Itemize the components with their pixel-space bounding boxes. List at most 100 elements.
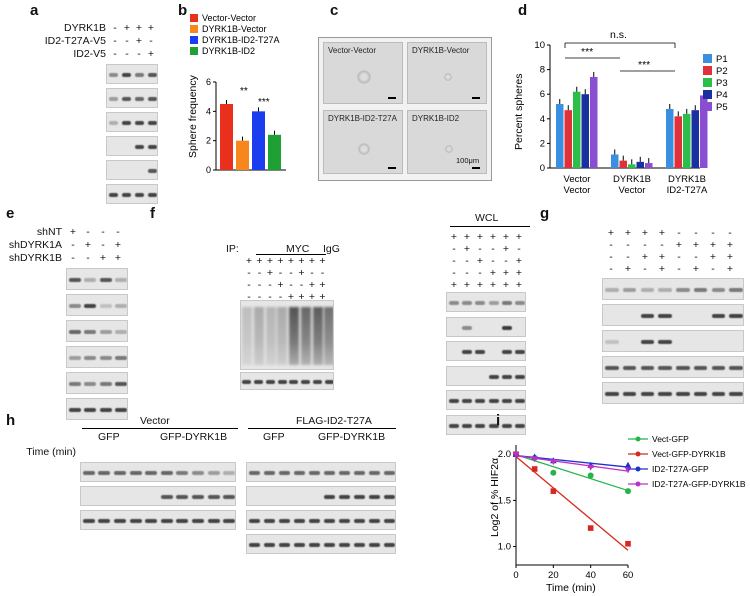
band (68, 304, 81, 308)
condition-mark: - (71, 239, 75, 251)
band (263, 519, 276, 523)
band (121, 73, 132, 77)
bars (556, 71, 708, 168)
legend: Vect-GFP Vect-GFP-DYRK1B ID2-T27A-GFP ID2-T… (628, 434, 746, 489)
category-label: DYRK1B Vector (613, 174, 651, 196)
band (114, 519, 126, 523)
condition-mark: - (677, 227, 681, 239)
blot-strip (66, 398, 128, 420)
band (640, 392, 655, 396)
axes: 0 20 40 60 1.0 1.5 2.0 (498, 445, 634, 581)
band (176, 495, 189, 499)
legend-item: DYRK1B-ID2 (190, 46, 255, 56)
micrograph-grid: Vector-Vector DYRK1B-Vector DYRK1B-ID2-T… (318, 37, 492, 181)
condition-mark: + (675, 239, 683, 251)
series (512, 450, 632, 551)
band (368, 495, 381, 499)
condition-label: shNT (36, 226, 62, 238)
legend-item: DYRK1B-Vector (190, 24, 267, 34)
condition-label: shDYRK1A (8, 239, 62, 251)
condition-mark: + (476, 231, 484, 243)
band (99, 382, 112, 386)
bar (619, 160, 627, 168)
sphere (444, 73, 452, 81)
blot-strip (66, 346, 128, 368)
band (176, 519, 189, 523)
condition-mark: + (463, 279, 471, 291)
band (515, 301, 525, 305)
bar (556, 104, 564, 168)
condition-mark: + (515, 279, 523, 291)
blot-strip (446, 316, 526, 337)
band (121, 97, 132, 101)
tick-label: 4 (206, 106, 211, 116)
y-axis-label: Percent spheres (513, 74, 525, 150)
wcl-label: WCL (475, 212, 499, 224)
blot-strip (446, 390, 526, 410)
legend-label: P4 (716, 90, 728, 101)
legend-swatch (190, 25, 198, 33)
band (115, 278, 127, 282)
condition-mark: - (465, 255, 469, 267)
condition-mark: + (298, 255, 305, 267)
band (383, 471, 395, 475)
condition-mark: + (489, 231, 497, 243)
condition-mark: + (450, 279, 458, 291)
tick-label: 6 (540, 89, 545, 100)
band (312, 380, 322, 384)
blot-strip (446, 365, 526, 386)
ip-myc-line (256, 254, 326, 255)
legend-marker (635, 481, 641, 487)
band (308, 519, 321, 523)
band (448, 423, 459, 428)
band (622, 366, 637, 370)
band (353, 543, 366, 547)
scale-bar (388, 167, 396, 169)
condition-mark: - (452, 267, 456, 279)
condition-mark: - (299, 279, 304, 291)
blot-strip (80, 510, 236, 530)
condition-mark: - (257, 267, 262, 279)
band (488, 399, 499, 403)
condition-mark: + (114, 239, 122, 251)
condition-mark: - (609, 239, 613, 251)
band (134, 145, 145, 149)
band (99, 304, 112, 308)
tick-label: 20 (548, 570, 559, 581)
band (461, 423, 473, 428)
band (501, 374, 513, 379)
condition-mark: + (319, 279, 326, 291)
legend-label: P2 (716, 66, 728, 77)
blot-strip (240, 372, 334, 390)
band (289, 380, 299, 384)
band (145, 519, 158, 523)
condition-mark: + (84, 239, 92, 251)
band (223, 519, 235, 523)
bar (683, 113, 691, 168)
tick-label: 60 (623, 570, 634, 581)
band (68, 408, 81, 412)
time-label: Time (min) (26, 446, 76, 458)
condition-mark: + (658, 251, 666, 263)
band (129, 471, 142, 475)
band (693, 288, 708, 292)
condition-mark: - (125, 35, 129, 47)
blot-strip (602, 356, 744, 378)
band (640, 340, 655, 344)
legend-item: DYRK1B-ID2-T27A (190, 35, 280, 45)
bar (220, 104, 233, 170)
panel-letter: a (30, 2, 39, 19)
condition-mark: - (268, 291, 272, 303)
condition-mark: + (624, 263, 632, 275)
data-point (550, 469, 557, 476)
band (488, 301, 499, 305)
condition-mark: + (607, 227, 615, 239)
band (84, 356, 97, 360)
tick-label: 10 (534, 40, 545, 51)
band (338, 543, 351, 547)
group-line (82, 428, 238, 429)
condition-mark: + (709, 239, 717, 251)
band (475, 350, 486, 354)
legend-swatch (703, 66, 712, 75)
ip-label: IP: (226, 243, 239, 255)
